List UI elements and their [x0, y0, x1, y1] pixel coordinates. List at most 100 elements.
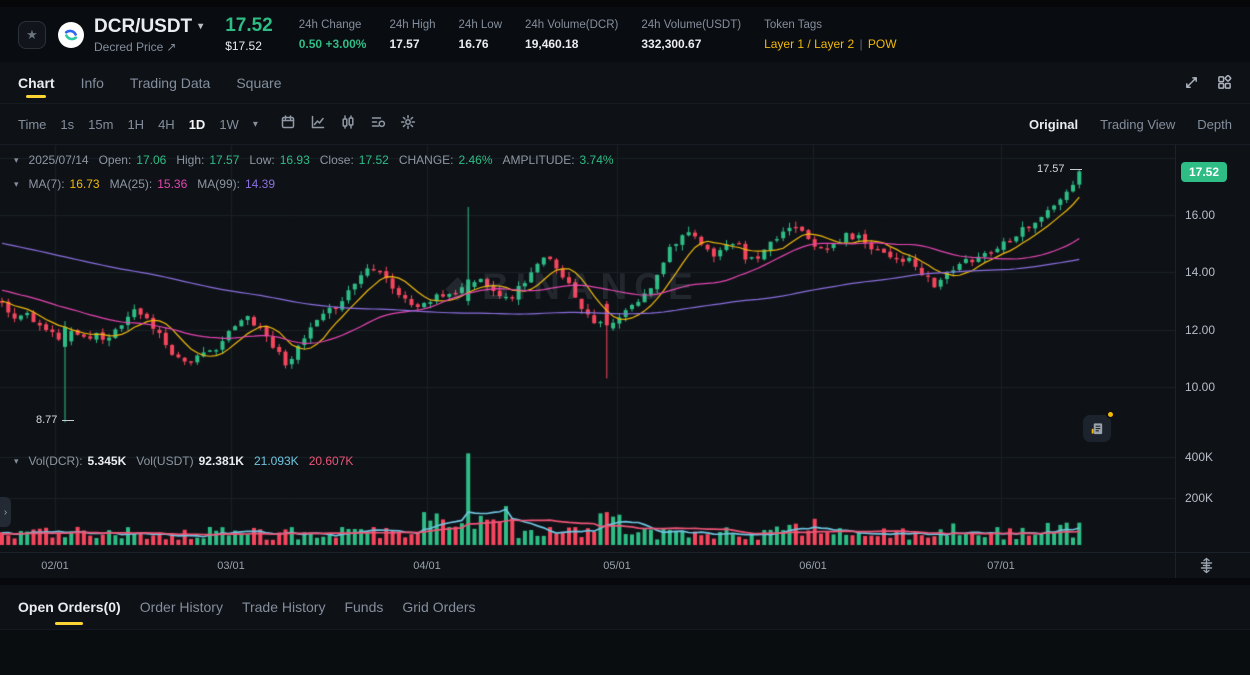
volume-value: 5.345K [87, 454, 127, 468]
ohlc-label: CHANGE: [398, 153, 454, 167]
volume-legend: ▾ Vol(DCR): 5.345K Vol(USDT) 92.381K 21.093K 2… [14, 454, 353, 468]
chevron-right-icon: › [3, 506, 8, 518]
interval-1s[interactable]: 1s [60, 116, 75, 132]
indicator-icon[interactable] [370, 114, 386, 135]
orders-tabbar: Open Orders(0) Order History Trade History… [0, 585, 1250, 630]
ohlc-item: AMPLITUDE: 3.74% [503, 153, 614, 167]
news-floating-button[interactable] [1083, 410, 1115, 442]
orders-tab-trade-history[interactable]: Trade History [242, 585, 326, 629]
low-price-label: 8.77 [36, 414, 58, 426]
interval-1h[interactable]: 1H [127, 116, 145, 132]
collapse-chevron-icon[interactable]: ▾ [14, 178, 19, 189]
view-trading-view[interactable]: Trading View [1100, 116, 1176, 132]
axis-separator [1175, 553, 1176, 578]
stat-label: 24h Volume(USDT) [641, 18, 742, 31]
favorite-star-button[interactable]: ★ [18, 20, 46, 49]
ohlc-legend: ▾ 2025/07/14 Open: 17.06 High: 17.57 Low: 16.93… [14, 153, 614, 167]
line-chart-icon[interactable] [310, 114, 326, 135]
high-price-annotation: 17.57 [1037, 163, 1082, 175]
axis-scale-icon[interactable] [1198, 557, 1215, 579]
ohlc-item: Open: 17.06 [99, 153, 167, 167]
coin-price-link[interactable]: Decred Price ↗ [94, 40, 203, 54]
token-tags: Token Tags Layer 1 / Layer 2 | POW [764, 19, 897, 51]
tab-info[interactable]: Info [81, 62, 104, 103]
ohlc-value: 3.74% [579, 153, 614, 167]
tab-square[interactable]: Square [236, 62, 281, 103]
binance-diamond-logo: ◆ [446, 270, 470, 304]
tag-separator: | [856, 36, 866, 51]
token-tag-link[interactable]: POW [867, 36, 897, 51]
ohlc-value: 17.52 [358, 153, 389, 167]
tab-trading-data[interactable]: Trading Data [130, 62, 210, 103]
ohlc-label: AMPLITUDE: [502, 153, 575, 167]
ma-label: MA(7): [28, 177, 65, 191]
interval-group: Time 1s 15m 1H 4H 1D 1W [18, 117, 253, 132]
watermark-text: BINANCE [482, 266, 700, 307]
panel-gap [0, 578, 1250, 585]
price-tick: 14.00 [1185, 265, 1216, 279]
chart-canvas[interactable] [0, 145, 1175, 552]
price-tick: 12.00 [1185, 323, 1216, 337]
orders-tab-funds[interactable]: Funds [344, 585, 383, 629]
layout-grid-icon[interactable] [1217, 75, 1232, 90]
tab-chart[interactable]: Chart [18, 62, 55, 103]
chevron-down-icon[interactable]: ▾ [252, 118, 258, 130]
volume-ma-value: 21.093K [253, 454, 299, 468]
chart-area: ◆ BINANCE ▾ 2025/07/14 Open: 17.06 High: 17.5… [0, 145, 1250, 578]
external-link-icon: ↗ [166, 39, 177, 54]
view-depth[interactable]: Depth [1197, 116, 1232, 132]
volume-label: Vol(USDT) [136, 454, 194, 468]
collapse-chevron-icon[interactable]: ▾ [14, 455, 19, 466]
date-tick: 06/01 [799, 559, 827, 572]
token-tag-link[interactable]: Layer 1 / Layer 2 [764, 36, 855, 51]
price-tick: 400K [1185, 450, 1214, 464]
stat-value: 332,300.67 [641, 36, 702, 51]
expand-icon[interactable] [1184, 75, 1199, 90]
collapse-chevron-icon[interactable]: ▾ [14, 154, 19, 165]
interval-time[interactable]: Time [18, 116, 47, 132]
ma-item: MA(25): 15.36 [110, 177, 188, 191]
interval-1w[interactable]: 1W [219, 116, 239, 132]
interval-15m[interactable]: 15m [88, 116, 114, 132]
header-stat: 24h Volume(DCR) 19,460.18 [525, 19, 618, 51]
settings-gear-icon[interactable] [400, 114, 416, 135]
tab-label: Square [236, 74, 282, 91]
interval-4h[interactable]: 4H [158, 116, 175, 132]
binance-watermark: ◆ BINANCE [446, 266, 700, 308]
interval-1d[interactable]: 1D [188, 116, 206, 132]
price-block: 17.52 $17.52 [225, 16, 273, 53]
orders-tab-label: Grid Orders [402, 599, 476, 615]
ohlc-value: 16.93 [279, 153, 310, 167]
nav-tabs: Chart Info Trading Data Square [18, 62, 308, 103]
ohlc-label: Close: [319, 153, 354, 167]
stat-label: 24h Change [298, 18, 362, 31]
volume-ma-value: 20.607K [308, 454, 354, 468]
orders-tab-label: Trade History [241, 599, 326, 615]
tab-label: Chart [18, 74, 55, 91]
header-stat: 24h Low 16.76 [459, 19, 502, 51]
high-price-label: 17.57 [1037, 163, 1065, 175]
decred-coin-logo [58, 21, 84, 48]
ma-item: MA(99): 14.39 [197, 177, 275, 191]
date-tick: 03/01 [217, 559, 245, 572]
orders-tab-open-orders-0-[interactable]: Open Orders(0) [18, 585, 121, 629]
ohlc-value: 17.06 [136, 153, 167, 167]
price-tick: 200K [1185, 491, 1214, 505]
price-axis[interactable]: 16.00 14.00 12.00 10.00 400K 200K [1175, 145, 1250, 552]
ohlc-label: Open: [98, 153, 132, 167]
candlestick-icon[interactable] [340, 114, 356, 135]
volume-item: Vol(USDT) 92.381K [136, 454, 244, 468]
orders-tab-grid-orders[interactable]: Grid Orders [402, 585, 475, 629]
stat-label: 24h High [389, 18, 436, 31]
volume-label: Vol(DCR): [28, 454, 83, 468]
calendar-interval-icon[interactable] [280, 114, 296, 135]
orders-tab-order-history[interactable]: Order History [140, 585, 223, 629]
pair-selector[interactable]: DCR/USDT ▾ [94, 16, 203, 38]
date-axis[interactable]: 02/01 03/01 04/01 05/01 06/01 07/01 [0, 552, 1250, 578]
side-panel-handle[interactable]: › [0, 497, 11, 527]
last-price: 17.52 [225, 15, 273, 37]
window-top-strip [0, 0, 1250, 7]
price-tick: 16.00 [1185, 208, 1216, 222]
view-original[interactable]: Original [1029, 116, 1079, 132]
pair-block: DCR/USDT ▾ Decred Price ↗ [94, 16, 203, 54]
